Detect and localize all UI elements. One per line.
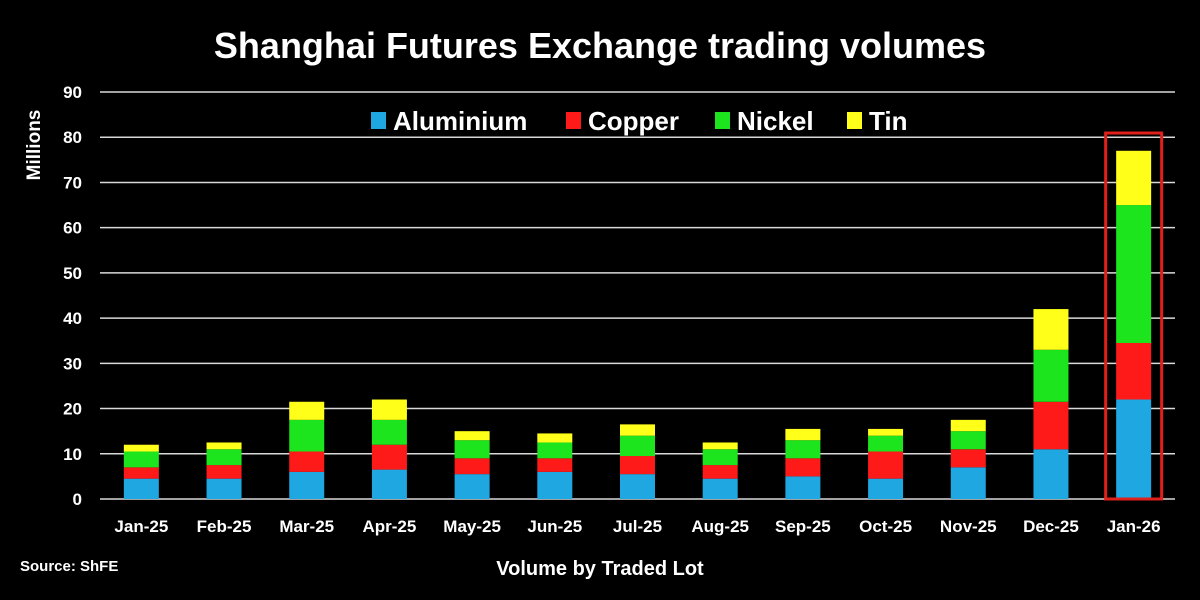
bar-aluminium-jan-25: [123, 478, 159, 499]
x-tick-label: Apr-25: [362, 517, 416, 536]
bar-nickel-apr-25: [371, 419, 407, 445]
bar-aluminium-apr-25: [371, 469, 407, 499]
bar-copper-feb-25: [206, 465, 242, 479]
bar-copper-aug-25: [702, 465, 738, 479]
legend-label-copper: Copper: [588, 106, 679, 136]
source-note: Source: ShFE: [20, 558, 118, 575]
legend-swatch-nickel: [715, 112, 730, 129]
gridlines: [100, 91, 1175, 500]
bar-nickel-mar-25: [289, 419, 325, 452]
bar-tin-sep-25: [785, 428, 821, 441]
bar-nickel-feb-25: [206, 449, 242, 466]
bar-tin-jul-25: [620, 424, 655, 436]
bar-nickel-jan-26: [1116, 205, 1152, 343]
legend-label-nickel: Nickel: [737, 106, 814, 136]
bar-tin-apr-25: [371, 399, 407, 420]
bar-nickel-jan-25: [123, 451, 159, 468]
x-axis-ticks: Jan-25 Feb-25 Mar-25 Apr-25 May-25 Jun-25 Jul-…: [114, 517, 1160, 536]
bar-copper-sep-25: [785, 458, 821, 477]
bar-copper-oct-25: [868, 451, 904, 479]
y-tick-label: 70: [63, 173, 82, 192]
bar-copper-jul-25: [620, 456, 655, 475]
bar-copper-mar-25: [289, 451, 325, 472]
highlight-box: [1104, 131, 1164, 501]
bars: [123, 150, 1152, 499]
legend-swatch-tin: [847, 112, 862, 129]
bar-aluminium-jan-26: [1116, 399, 1152, 499]
legend-label-tin: Tin: [869, 106, 908, 136]
x-tick-label: Aug-25: [691, 517, 749, 536]
x-tick-label: Oct-25: [859, 517, 912, 536]
x-axis-label: Volume by Traded Lot: [496, 558, 704, 580]
legend: Aluminium Copper Nickel Tin: [371, 106, 908, 136]
y-tick-label: 50: [63, 264, 82, 283]
y-tick-label: 40: [63, 309, 82, 328]
bar-aluminium-feb-25: [206, 478, 242, 499]
bar-aluminium-jul-25: [620, 474, 655, 499]
bar-aluminium-sep-25: [785, 476, 821, 499]
bar-copper-apr-25: [371, 444, 407, 470]
bar-copper-jan-25: [123, 467, 159, 479]
bar-aluminium-may-25: [454, 474, 490, 499]
bar-nickel-oct-25: [868, 435, 904, 452]
bar-tin-oct-25: [868, 428, 904, 436]
x-tick-label: May-25: [443, 517, 501, 536]
bar-tin-jun-25: [537, 433, 573, 443]
bar-tin-jan-25: [123, 444, 159, 452]
bar-copper-jan-26: [1116, 342, 1152, 400]
y-tick-label: 20: [63, 400, 82, 419]
bar-aluminium-nov-25: [950, 467, 986, 499]
x-tick-label: Jul-25: [613, 517, 662, 536]
y-axis-ticks: 0 10 20 30 40 50 60 70 80 90: [63, 83, 82, 509]
chart-title: Shanghai Futures Exchange trading volume…: [214, 25, 986, 66]
bar-nickel-jun-25: [537, 442, 573, 459]
x-tick-label: Jun-25: [527, 517, 582, 536]
bar-aluminium-oct-25: [868, 478, 904, 499]
y-tick-label: 80: [63, 128, 82, 147]
bar-tin-jan-26: [1116, 150, 1152, 206]
bar-nickel-dec-25: [1033, 349, 1069, 402]
bar-copper-dec-25: [1033, 401, 1069, 450]
y-tick-label: 0: [73, 490, 82, 509]
bar-nickel-nov-25: [950, 431, 986, 450]
bar-tin-may-25: [454, 431, 490, 441]
legend-swatch-aluminium: [371, 112, 386, 129]
bar-nickel-may-25: [454, 440, 490, 459]
bar-tin-feb-25: [206, 442, 242, 450]
bar-tin-aug-25: [702, 442, 738, 450]
bar-tin-dec-25: [1033, 309, 1069, 350]
x-tick-label: Sep-25: [775, 517, 831, 536]
bar-aluminium-mar-25: [289, 471, 325, 499]
bar-nickel-sep-25: [785, 440, 821, 459]
y-tick-label: 10: [63, 445, 82, 464]
legend-label-aluminium: Aluminium: [393, 106, 527, 136]
bar-aluminium-aug-25: [702, 478, 738, 499]
x-tick-label: Nov-25: [940, 517, 997, 536]
bar-tin-nov-25: [950, 419, 986, 432]
legend-swatch-copper: [566, 112, 581, 129]
bar-copper-jun-25: [537, 458, 573, 472]
y-tick-label: 30: [63, 354, 82, 373]
x-tick-label: Dec-25: [1023, 517, 1079, 536]
x-tick-label: Jan-25: [114, 517, 168, 536]
y-axis-label: Millions: [24, 110, 45, 181]
x-tick-label: Mar-25: [279, 517, 334, 536]
bar-aluminium-jun-25: [537, 471, 573, 499]
y-tick-label: 90: [63, 83, 82, 102]
x-tick-label: Jan-26: [1107, 517, 1161, 536]
bar-nickel-jul-25: [620, 435, 655, 457]
bar-copper-may-25: [454, 458, 490, 475]
bar-aluminium-dec-25: [1033, 449, 1069, 499]
bar-nickel-aug-25: [702, 449, 738, 466]
y-tick-label: 60: [63, 219, 82, 238]
bar-copper-nov-25: [950, 449, 986, 468]
x-tick-label: Feb-25: [197, 517, 252, 536]
bar-tin-mar-25: [289, 401, 325, 420]
